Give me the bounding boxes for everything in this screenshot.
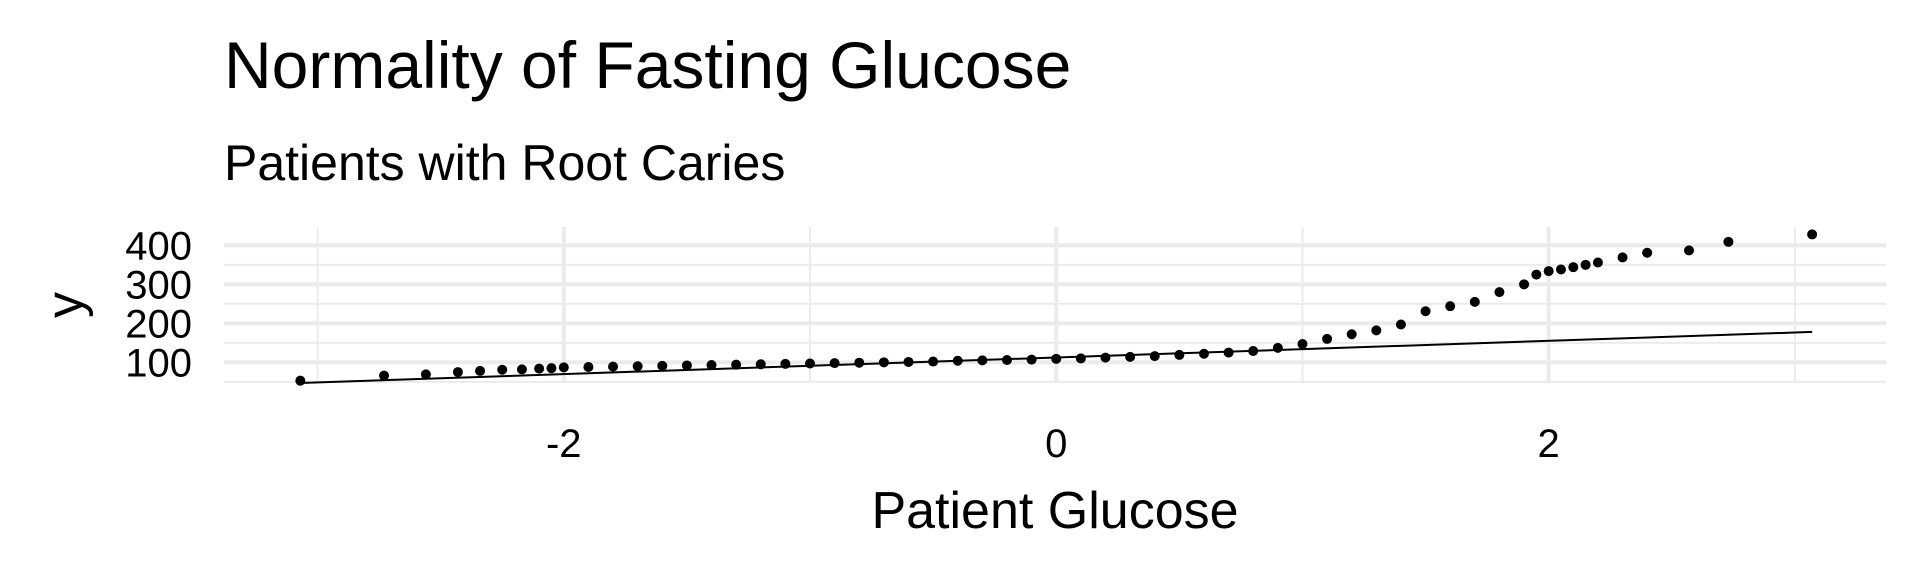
point	[1272, 342, 1283, 353]
point	[1198, 348, 1209, 359]
point	[475, 365, 486, 376]
point	[632, 361, 643, 372]
point	[1592, 257, 1603, 268]
point	[1395, 319, 1406, 330]
chart-title: Normality of Fasting Glucose	[224, 28, 1071, 102]
point	[1617, 252, 1628, 263]
point	[1420, 306, 1431, 317]
point	[829, 358, 840, 369]
point	[452, 367, 463, 378]
point	[1125, 351, 1136, 362]
point	[805, 358, 816, 369]
point	[497, 364, 508, 375]
x-tick-label: 2	[1538, 422, 1560, 466]
point	[1445, 301, 1456, 312]
point	[1075, 353, 1086, 364]
point	[1322, 333, 1333, 344]
point	[1026, 354, 1037, 365]
point	[546, 363, 557, 374]
point	[657, 360, 668, 371]
x-tick-label: -2	[546, 422, 582, 466]
x-tick-label: 0	[1045, 422, 1067, 466]
y-tick-label: 400	[125, 224, 192, 268]
point	[558, 362, 569, 373]
point	[1174, 349, 1185, 360]
point	[1100, 352, 1111, 363]
point	[1494, 287, 1505, 298]
point	[379, 370, 390, 381]
point	[1555, 264, 1566, 275]
point	[1519, 279, 1530, 290]
point	[1807, 229, 1818, 240]
point	[681, 360, 692, 371]
point	[1531, 269, 1542, 280]
point	[608, 361, 619, 372]
point	[731, 359, 742, 370]
point	[1297, 339, 1308, 349]
point	[1723, 236, 1734, 247]
point	[583, 362, 594, 373]
y-axis-label: y	[36, 292, 94, 318]
point	[534, 363, 545, 374]
point	[1149, 351, 1160, 362]
point	[1684, 245, 1695, 256]
y-tick-label: 200	[125, 302, 192, 346]
y-tick-label: 300	[125, 263, 192, 307]
point	[854, 357, 865, 368]
y-tick-label: 100	[125, 341, 192, 385]
x-axis-label: Patient Glucose	[871, 482, 1238, 540]
point	[1580, 259, 1591, 270]
point	[706, 360, 717, 371]
point	[1642, 247, 1653, 258]
point	[420, 369, 431, 380]
point	[295, 375, 306, 386]
point	[1371, 325, 1382, 336]
point	[1568, 262, 1579, 273]
point	[1051, 353, 1062, 364]
point	[1346, 329, 1357, 340]
point	[1543, 266, 1554, 277]
point	[1469, 296, 1480, 307]
point	[516, 364, 527, 375]
reference-line	[300, 330, 1813, 384]
chart-subtitle: Patients with Root Caries	[224, 135, 785, 191]
